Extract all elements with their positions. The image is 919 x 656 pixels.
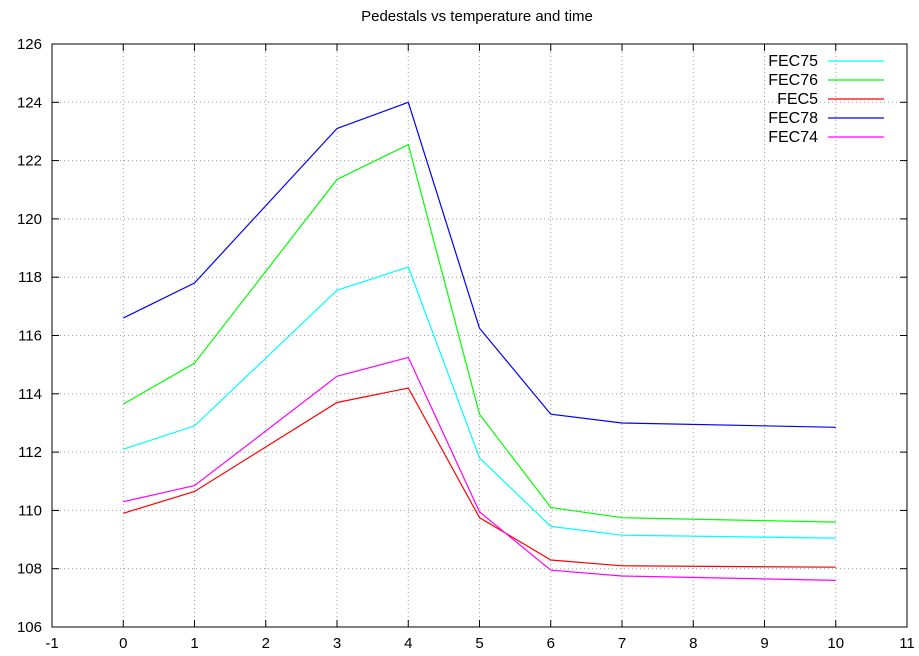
x-tick-label: 9 [760, 635, 768, 652]
series-line-fec78 [123, 101, 836, 428]
x-tick-label: 2 [262, 635, 270, 652]
y-tick-label: 122 [17, 153, 42, 170]
legend-label: FEC75 [768, 53, 818, 70]
x-tick-label: 6 [547, 635, 555, 652]
x-tick-label: 7 [618, 635, 626, 652]
series-line-fec5 [123, 387, 836, 568]
series-line-fec74 [123, 356, 836, 581]
legend-label: FEC76 [768, 72, 818, 89]
x-tick-label: -1 [45, 635, 58, 652]
y-tick-label: 120 [17, 211, 42, 228]
chart-title: Pedestals vs temperature and time [361, 8, 593, 25]
grid [52, 44, 907, 627]
y-tick-label: 124 [17, 94, 42, 111]
y-tick-label: 114 [18, 386, 42, 403]
series-line-fec75 [123, 266, 836, 539]
x-tick-label: 10 [827, 635, 844, 652]
y-tick-label: 106 [17, 619, 42, 636]
x-tick-label: 1 [190, 635, 198, 652]
series-line-fec76 [123, 143, 836, 523]
series-lines [123, 101, 836, 581]
x-tick-label: 8 [689, 635, 697, 652]
legend-label: FEC78 [768, 110, 818, 127]
x-tick-label: 4 [404, 635, 412, 652]
legend: FEC75 FEC76 FEC5 FEC78 FEC74 [768, 53, 884, 146]
legend-label: FEC5 [777, 91, 818, 108]
y-tick-label: 112 [18, 444, 42, 461]
x-tick-label: 11 [899, 635, 915, 652]
x-tick-label: 5 [475, 635, 483, 652]
y-tick-label: 110 [18, 502, 42, 519]
y-tick-label: 116 [18, 328, 42, 345]
y-tick-label: 108 [17, 561, 42, 578]
x-tick-label: 3 [333, 635, 341, 652]
legend-label: FEC74 [768, 129, 818, 146]
y-tick-label: 118 [18, 269, 42, 286]
y-tick-label: 126 [17, 36, 42, 53]
axis-ticks: -1 0 1 2 3 4 5 6 7 8 9 10 11 106 108 110 112 114 116 118 120… [17, 36, 915, 652]
x-tick-label: 0 [119, 635, 127, 652]
